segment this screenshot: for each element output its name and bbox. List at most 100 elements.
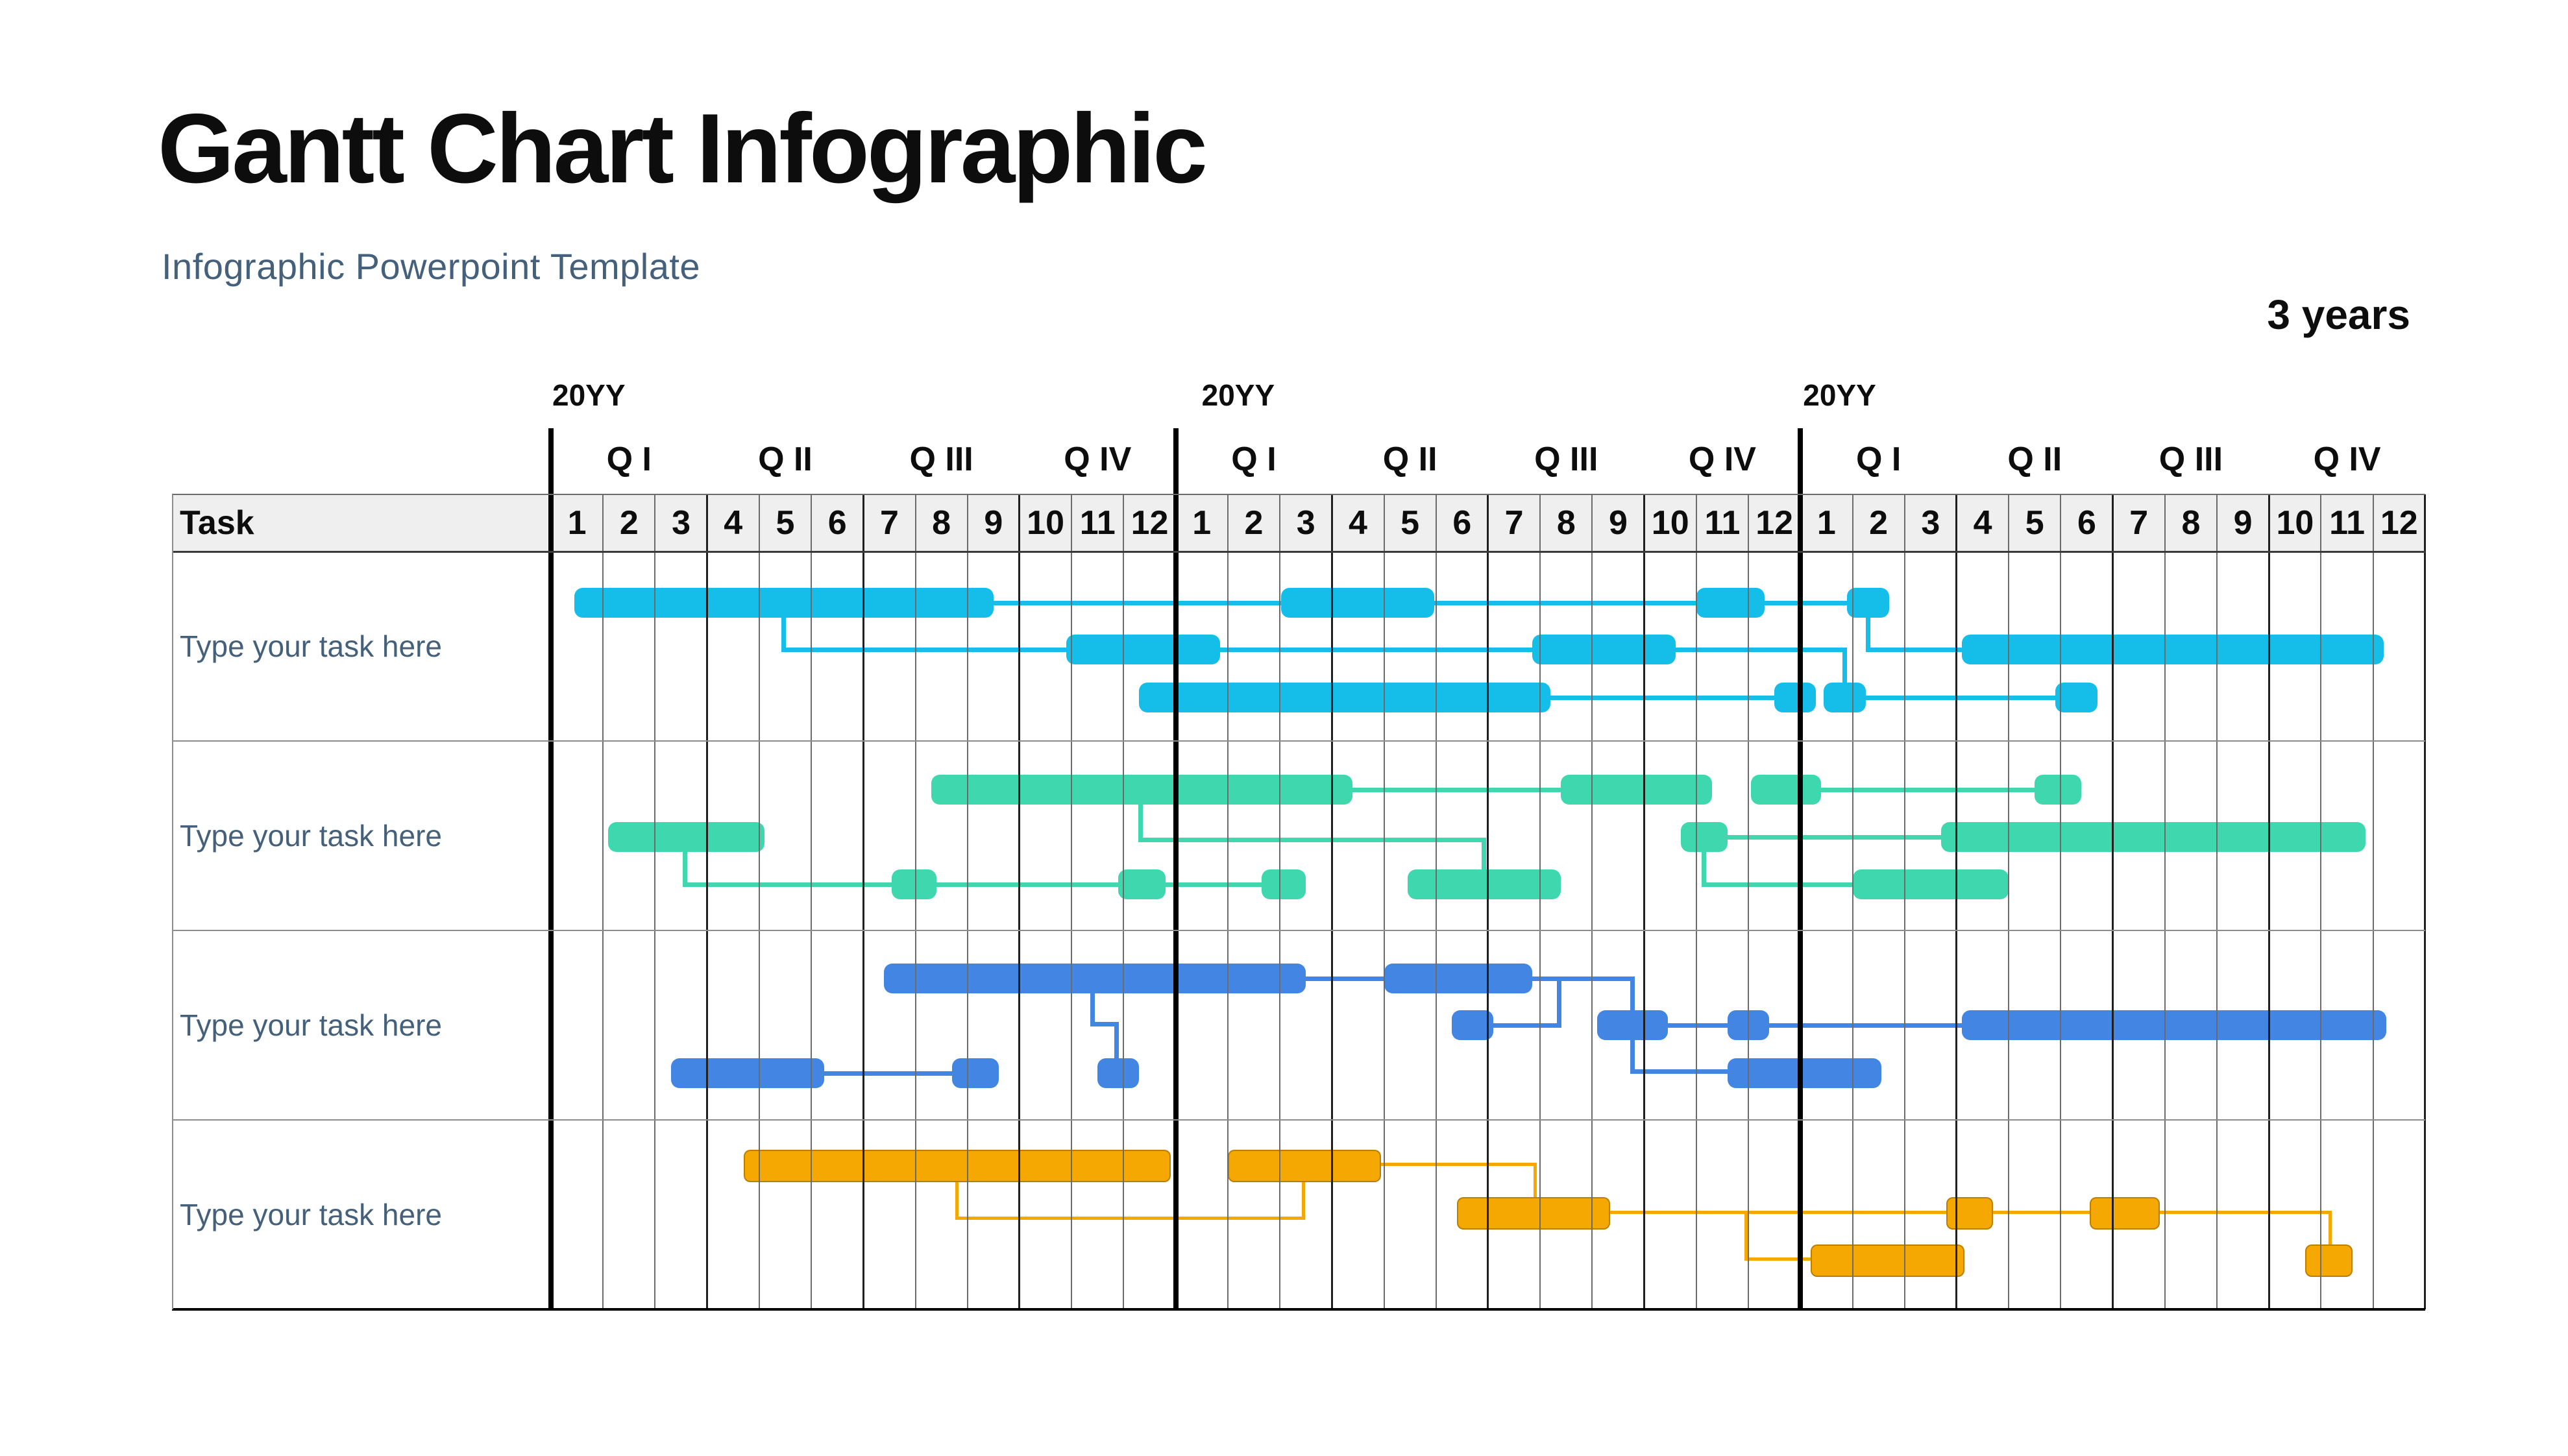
gantt-bar[interactable] [1118,869,1166,899]
task-name-placeholder[interactable]: Type your task here [180,629,442,663]
gantt-bar[interactable] [1451,1010,1493,1040]
gantt-connector [1665,1023,1730,1028]
table-top-border [172,494,2425,495]
gantt-bar[interactable] [892,869,936,899]
month-grid-line [2008,494,2010,1309]
month-cell: 6 [1452,504,1472,542]
gantt-connector [781,614,787,652]
month-cell: 8 [932,504,951,542]
gantt-bar[interactable] [1824,683,1866,712]
gantt-connector [1090,1021,1119,1026]
month-grid-line [1227,494,1229,1309]
month-grid-line [914,494,916,1309]
month-grid-line [2216,494,2218,1309]
gantt-connector [683,849,688,887]
gantt-bar[interactable] [2305,1244,2353,1277]
month-cell: 8 [2181,504,2201,542]
gantt-bar[interactable] [574,588,994,618]
month-grid-line [1591,494,1593,1309]
gantt-bar[interactable] [1847,588,1889,618]
gantt-bar[interactable] [1066,635,1220,664]
gantt-bar[interactable] [1384,964,1533,993]
gantt-bar[interactable] [2089,1197,2160,1230]
gantt-bar[interactable] [1751,775,1822,805]
quarter-grid-line [706,494,709,1309]
task-column-header: Task [180,504,254,542]
quarter-grid-line [1487,494,1489,1309]
gantt-bar[interactable] [1456,1197,1611,1230]
gantt-bar[interactable] [1597,1010,1668,1040]
gantt-bar[interactable] [1940,822,2366,852]
gantt-connector [822,1071,955,1076]
gantt-bar[interactable] [1946,1197,1994,1230]
gantt-bar[interactable] [951,1058,999,1088]
gantt-bar[interactable] [1727,1058,1881,1088]
gantt-bar[interactable] [1852,869,2009,899]
gantt-bar[interactable] [1227,1150,1382,1182]
gantt-connector [1767,1023,1964,1028]
month-cell: 2 [1869,504,1889,542]
year-divider-line [1173,428,1179,1309]
gantt-bar[interactable] [1696,588,1765,618]
duration-label: 3 years [2267,291,2410,338]
month-cell: 4 [724,504,743,542]
gantt-bar[interactable] [1774,683,1816,712]
gantt-connector [1548,695,1777,700]
gantt-bar[interactable] [931,775,1353,805]
gantt-connector [1432,600,1699,605]
month-grid-line [2164,494,2166,1309]
task-name-placeholder[interactable]: Type your task here [180,1198,442,1232]
gantt-bar[interactable] [2035,775,2082,805]
gantt-bar[interactable] [2055,683,2097,712]
month-cell: 6 [827,504,847,542]
gantt-bar[interactable] [743,1150,1171,1182]
task-name-placeholder[interactable]: Type your task here [180,819,442,853]
gantt-bar[interactable] [1680,822,1728,852]
year-label: 20YY [1803,378,1876,412]
month-cell: 4 [1348,504,1367,542]
gantt-connector [1702,849,1707,887]
year-label: 20YY [1201,378,1275,412]
gantt-bar[interactable] [1407,869,1561,899]
month-grid-line [1279,494,1281,1309]
gantt-connector [1630,1069,1730,1074]
gantt-bar[interactable] [1139,683,1551,712]
gantt-connector [1376,1162,1537,1166]
quarter-grid-line [1643,494,1646,1309]
row-divider [172,930,2425,931]
gantt-bar[interactable] [608,822,764,852]
gantt-connector [934,882,1121,887]
gantt-bar[interactable] [1811,1244,1964,1277]
gantt-bar[interactable] [1561,775,1712,805]
gantt-bar[interactable] [1097,1058,1140,1088]
gantt-bar[interactable] [670,1058,825,1088]
quarter-label: Q III [909,441,973,478]
gantt-bar[interactable] [884,964,1306,993]
year-label: 20YY [552,378,626,412]
gantt-connector [1138,837,1487,842]
gantt-bar[interactable] [1961,635,2384,664]
gantt-connector [1217,647,1535,652]
page-title: Gantt Chart Infographic [158,93,1208,204]
month-cell: 4 [1973,504,1992,542]
gantt-connector [1725,834,1944,840]
month-cell: 5 [776,504,795,542]
month-cell: 1 [1192,504,1212,542]
gantt-bar[interactable] [1532,635,1676,664]
month-cell: 5 [2025,504,2044,542]
month-grid-line [1123,494,1125,1309]
gantt-connector [1482,837,1487,873]
header-bottom-border [172,551,2425,553]
table-left-border [172,494,173,1309]
row-divider [172,1119,2425,1121]
gantt-connector [1533,1162,1537,1200]
month-cell: 11 [2329,504,2366,542]
gantt-bar[interactable] [1281,588,1434,618]
gantt-bar[interactable] [1961,1010,2386,1040]
gantt-connector [991,600,1284,605]
month-cell: 3 [672,504,691,542]
gantt-bar[interactable] [1262,869,1306,899]
quarter-label: Q IV [1064,441,1132,478]
task-name-placeholder[interactable]: Type your task here [180,1008,442,1042]
